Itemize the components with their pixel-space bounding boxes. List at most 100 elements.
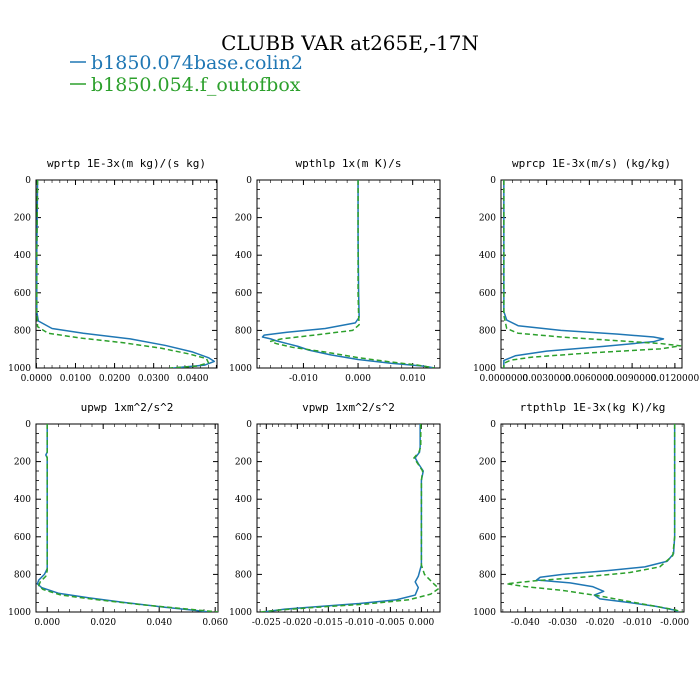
x-tick-label: 0.020: [90, 618, 116, 628]
y-tick-label: 0: [25, 176, 31, 186]
panel-title: rtpthlp 1E-3x(kg K)/kg: [520, 401, 666, 414]
panel-6: rtpthlp 1E-3x(kg K)/kg 0 200 400 600 800 1000 -…: [473, 401, 689, 628]
x-tick-label: 0.0100: [60, 374, 92, 384]
y-tick-label: 200: [14, 214, 31, 224]
series-line-1: [36, 180, 216, 368]
x-tick-label: 0.0300: [138, 374, 170, 384]
series-line-1: [263, 424, 424, 612]
x-tick-label: 0.0090000: [608, 374, 657, 384]
plot-frame: [256, 179, 441, 369]
y-tick-label: 200: [479, 214, 496, 224]
y-tick-label: 0: [246, 420, 252, 430]
series-line-2: [269, 180, 435, 368]
legend-label-series-1: b1850.074base.colin2: [91, 52, 303, 74]
x-tick-label: 0.000: [345, 374, 371, 384]
x-tick-label: 0.010: [400, 374, 426, 384]
y-tick-label: 200: [14, 458, 31, 468]
x-tick-label: 0.040: [146, 618, 172, 628]
x-tick-label: 0.0200: [99, 374, 131, 384]
x-tick-label: -0.040: [511, 618, 540, 628]
y-tick-label: 200: [235, 458, 252, 468]
series-line-1: [503, 180, 665, 368]
plot-frame: [500, 423, 685, 613]
y-tick-label: 1000: [229, 608, 252, 618]
y-tick-label: 400: [479, 251, 496, 261]
y-tick-label: 600: [235, 289, 252, 299]
y-tick-label: 0: [490, 176, 496, 186]
plot-frame: [35, 423, 219, 613]
y-tick-label: 600: [14, 533, 31, 543]
panel-title: upwp 1xm^2/s^2: [81, 401, 174, 414]
series-line-1: [36, 424, 210, 612]
x-tick-label: 0.0400: [177, 374, 209, 384]
series-line-1: [535, 424, 679, 612]
y-tick-label: 400: [14, 495, 31, 505]
plot-frame: [256, 423, 441, 613]
x-tick-label: -0.020: [283, 618, 312, 628]
panels: wprtp 1E-3x(m kg)/(s kg) 0 200 400 600 800 100…: [8, 157, 699, 628]
x-tick-label: 0.0000: [21, 374, 53, 384]
y-tick-label: 1000: [473, 608, 496, 618]
y-tick-label: 1000: [229, 364, 252, 374]
y-tick-label: 400: [479, 495, 496, 505]
panel-1: wprtp 1E-3x(m kg)/(s kg) 0 200 400 600 800 100…: [8, 157, 218, 384]
x-tick-label: -0.005: [376, 618, 405, 628]
x-tick-label: 0.000: [34, 618, 60, 628]
x-tick-label: 0.0120000: [651, 374, 700, 384]
panel-title: vpwp 1xm^2/s^2: [302, 401, 395, 414]
panel-3: wprcp 1E-3x(m/s) (kg/kg) 0 200 400 600 800 100…: [473, 157, 699, 384]
x-tick-label: -0.025: [252, 618, 281, 628]
y-tick-label: 200: [235, 214, 252, 224]
x-tick-label: 0.0030000: [522, 374, 571, 384]
y-tick-label: 400: [14, 251, 31, 261]
y-tick-label: 600: [479, 289, 496, 299]
figure-title: CLUBB VAR at265E,-17N: [221, 31, 479, 55]
y-tick-label: 800: [14, 326, 31, 336]
plot-frame: [35, 179, 218, 369]
series-line-2: [503, 180, 682, 368]
x-tick-label: 0.0000000: [480, 374, 529, 384]
y-tick-label: 800: [235, 570, 252, 580]
x-tick-label: -0.010: [623, 618, 652, 628]
series-line-2: [38, 424, 218, 612]
y-tick-label: 200: [479, 458, 496, 468]
y-tick-label: 800: [479, 326, 496, 336]
y-tick-label: 1000: [8, 608, 31, 618]
y-tick-label: 800: [14, 570, 31, 580]
series-line-2: [260, 424, 440, 612]
panel-title: wpthlp 1x(m K)/s: [296, 157, 402, 170]
x-tick-label: -0.020: [586, 618, 615, 628]
series-line-1: [261, 180, 435, 368]
y-tick-label: 0: [490, 420, 496, 430]
y-tick-label: 600: [479, 533, 496, 543]
panel-title: wprtp 1E-3x(m kg)/(s kg): [47, 157, 206, 170]
y-tick-label: 400: [235, 251, 252, 261]
series-line-2: [36, 180, 210, 368]
x-tick-label: 0.0060000: [565, 374, 614, 384]
panel-2: wpthlp 1x(m K)/s 0 200 400 600 800 1000 -0.010 0…: [229, 157, 441, 384]
x-tick-label: -0.030: [548, 618, 577, 628]
x-tick-label: 0.060: [202, 618, 228, 628]
y-tick-label: 0: [246, 176, 252, 186]
y-tick-label: 0: [25, 420, 31, 430]
y-tick-label: 600: [14, 289, 31, 299]
legend: b1850.074base.colin2 b1850.054.f_outofbo…: [70, 52, 303, 96]
y-tick-label: 800: [479, 570, 496, 580]
plot-frame: [500, 179, 683, 369]
y-tick-label: 1000: [8, 364, 31, 374]
legend-label-series-2: b1850.054.f_outofbox: [91, 74, 301, 96]
panel-title: wprcp 1E-3x(m/s) (kg/kg): [512, 157, 671, 170]
series-line-2: [505, 424, 683, 612]
x-tick-label: -0.010: [289, 374, 318, 384]
x-tick-label: -0.000: [660, 618, 689, 628]
x-tick-label: -0.010: [345, 618, 374, 628]
y-tick-label: 600: [235, 533, 252, 543]
y-tick-label: 400: [235, 495, 252, 505]
y-tick-label: 800: [235, 326, 252, 336]
x-tick-label: 0.000: [409, 618, 435, 628]
y-tick-label: 1000: [473, 364, 496, 374]
x-tick-label: -0.015: [314, 618, 343, 628]
